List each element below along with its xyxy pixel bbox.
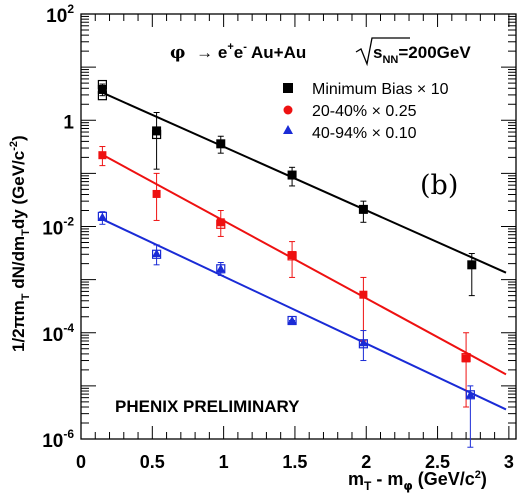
data-point: [287, 316, 297, 325]
data-point: [462, 354, 471, 363]
open-data-point: [461, 353, 471, 363]
series-0: [97, 79, 477, 297]
data-point: [216, 139, 226, 149]
y-tick-label: 102: [46, 2, 74, 27]
series-1: [98, 146, 471, 408]
open-data-point: [151, 129, 162, 140]
data-point: [98, 151, 107, 160]
open-data-point: [216, 219, 226, 229]
open-data-point: [358, 339, 368, 349]
data-point: [288, 251, 297, 260]
legend-label-20-40: 20-40% × 0.25: [312, 103, 417, 120]
data-point: [465, 390, 475, 399]
fit-line-0: [99, 90, 507, 274]
legend-marker-minbias: [283, 83, 293, 93]
x-tick-label: 0: [76, 452, 86, 472]
tick-labels: 0 0.5 1 1.5 2 2.5 3 102 1 10-2 10-4 10-6: [42, 2, 514, 472]
legend: Minimum Bias × 10 20-40% × 0.25 40-94% ×…: [283, 81, 449, 142]
axis-ticks: [80, 13, 516, 440]
data-point: [97, 84, 107, 94]
sqrt-symbol: [355, 37, 410, 67]
legend-label-40-94: 40-94% × 0.10: [312, 125, 417, 142]
sqrt-s-label: sNN=200GeV: [355, 37, 471, 67]
x-tick-label: 1.5: [282, 452, 307, 472]
fit-lines: [99, 90, 507, 411]
plot-frame: [80, 13, 517, 440]
y-axis-label: 1/2πmT dN/dmTdy (GeV/c-2): [8, 135, 32, 352]
data-point: [97, 212, 107, 221]
open-data-point: [97, 79, 107, 90]
x-tick-label: 2: [361, 452, 371, 472]
svg-text:sNN=200GeV: sNN=200GeV: [373, 43, 471, 66]
legend-label-minbias: Minimum Bias × 10: [312, 81, 449, 98]
open-data-point: [287, 251, 297, 261]
panel-label: (b): [420, 170, 458, 201]
x-tick-label: 1: [219, 452, 229, 472]
y-tick-label: 10-2: [42, 215, 74, 240]
data-point: [287, 170, 297, 180]
data-point: [216, 218, 225, 227]
data-point: [467, 260, 477, 270]
data-points: [97, 79, 477, 448]
open-data-point: [287, 315, 297, 326]
open-data-point: [465, 390, 475, 400]
y-tick-label: 10-4: [42, 321, 74, 346]
data-point: [358, 204, 368, 214]
x-tick-label: 3: [504, 452, 514, 472]
y-tick-label: 1: [63, 112, 74, 133]
watermark: PHENIX PRELIMINARY: [115, 397, 300, 416]
x-tick-label: 0.5: [140, 452, 165, 472]
data-point: [216, 264, 226, 273]
legend-marker-20-40: [283, 105, 293, 115]
y-tick-label: 10-6: [42, 427, 74, 452]
series-2: [97, 211, 475, 448]
open-data-point: [216, 264, 226, 274]
legend-marker-40-94: [283, 125, 293, 134]
data-point: [358, 338, 368, 347]
fit-line-1: [99, 152, 507, 376]
x-tick-label: 2.5: [425, 452, 450, 472]
open-data-point: [97, 211, 107, 221]
data-point: [359, 290, 368, 299]
open-data-point: [97, 91, 107, 101]
open-data-point: [151, 249, 162, 259]
reaction-label: φ → e+e- Au+Au: [170, 41, 306, 63]
fit-line-2: [99, 217, 507, 411]
data-point: [152, 249, 162, 258]
data-point: [152, 189, 161, 198]
x-axis-label: mT - mφ (GeV/c2): [348, 469, 487, 493]
